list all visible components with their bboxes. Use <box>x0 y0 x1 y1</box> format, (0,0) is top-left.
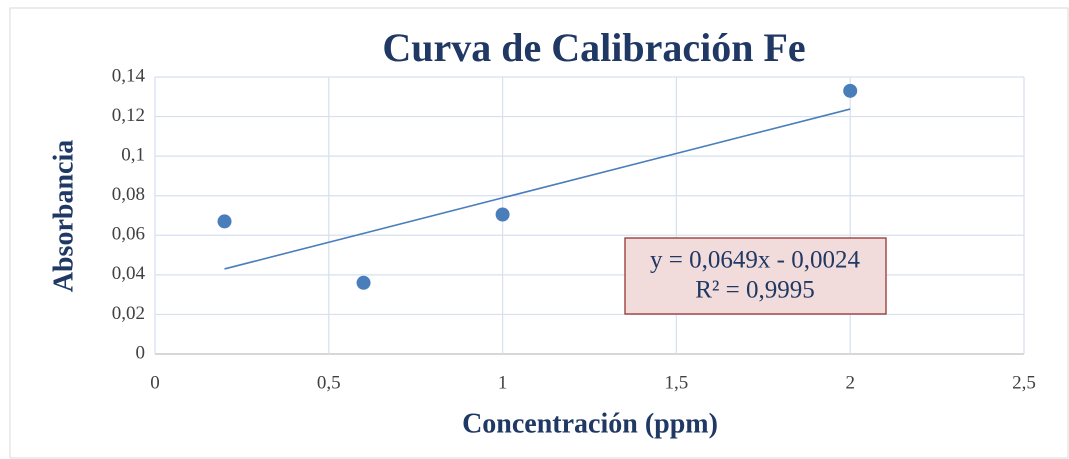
y-tick-label: 0,02 <box>112 303 145 324</box>
x-tick-label: 0 <box>150 372 160 393</box>
x-tick-label: 2 <box>845 372 855 393</box>
point <box>495 207 510 222</box>
x-tick-label: 1,5 <box>665 372 689 393</box>
trendline <box>224 108 851 270</box>
annotation: y = 0,0649x - 0,0024 <box>650 247 860 274</box>
y-tick-label: 0,08 <box>112 184 145 205</box>
y-tick-label: 0 <box>136 342 146 363</box>
y-tick-label: 0,06 <box>112 224 145 245</box>
y-tick-label: 0,04 <box>112 263 146 284</box>
y-axis-label: Absorbancia <box>48 140 79 292</box>
x-axis-label: Concentración (ppm) <box>462 408 718 439</box>
y-tick-label: 0,14 <box>112 65 146 86</box>
y-tick-label: 0,1 <box>121 145 145 166</box>
x-tick-label: 1 <box>498 372 508 393</box>
point <box>217 214 232 229</box>
point <box>843 83 858 98</box>
y-tick-label: 0,12 <box>112 105 145 126</box>
chart-title: Curva de Calibración Fe <box>382 25 805 70</box>
x-tick-label: 2,5 <box>1012 372 1036 393</box>
annotation-box <box>624 237 887 315</box>
point <box>356 275 371 290</box>
annotation: R² = 0,9995 <box>695 277 815 304</box>
chart-border <box>9 7 1069 459</box>
x-tick-label: 0,5 <box>317 372 341 393</box>
